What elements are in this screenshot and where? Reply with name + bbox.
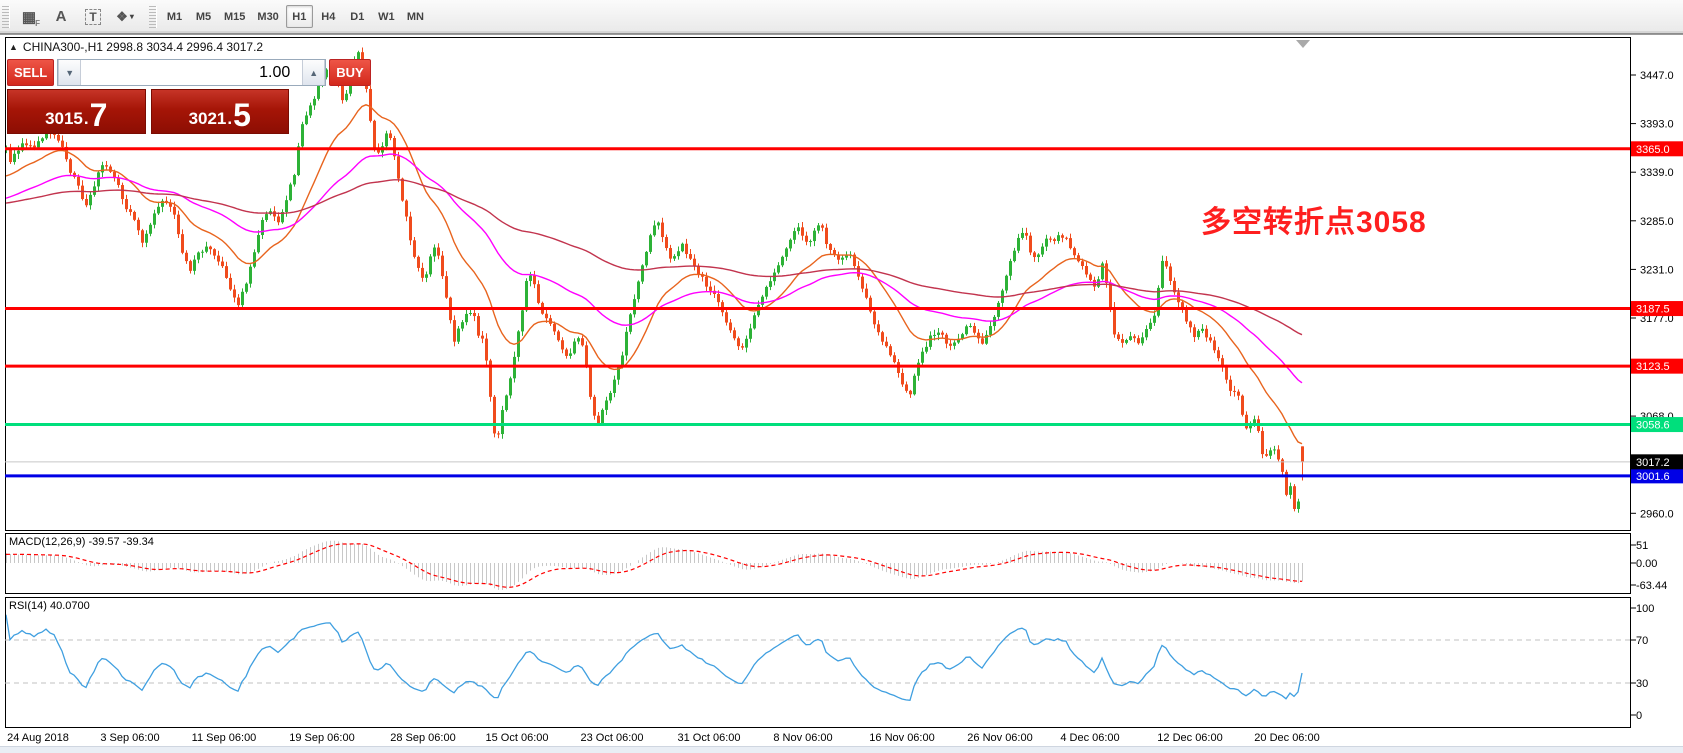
toolbar-grip[interactable] [2,5,10,28]
a-glyph: A [55,8,67,25]
sell-price-main: 3015 [45,109,83,128]
rsi-line [6,614,1303,702]
svg-text:31 Oct 06:00: 31 Oct 06:00 [678,732,741,744]
svg-text:0: 0 [1636,710,1642,722]
grid-sub: F [35,18,40,28]
svg-text:3001.6: 3001.6 [1636,471,1670,483]
objects-glyph: ❖ [116,8,128,24]
svg-text:100: 100 [1636,603,1654,615]
svg-text:28 Sep 06:00: 28 Sep 06:00 [390,732,455,744]
toolbar-grip-2[interactable] [149,5,157,28]
status-strip [0,746,1683,753]
chart-header: ▲ CHINA300-,H1 2998.8 3034.4 2996.4 3017… [9,40,263,54]
time-axis[interactable]: 24 Aug 2018 3 Sep 06:00 11 Sep 06:00 19 Sep… [7,732,1320,744]
text-label-icon[interactable]: A [46,4,76,30]
timeframe-buttons: M1 M5 M15 M30 H1 H4 D1 W1 MN [160,5,430,28]
objects-cursor-icon[interactable]: ❖ ▾ [110,4,140,30]
timeframe-d1[interactable]: D1 [344,5,371,28]
t-glyph: T [85,8,101,25]
buy-price-pips: 5 [233,97,251,133]
svg-text:-63.44: -63.44 [1636,580,1667,592]
svg-text:3123.5: 3123.5 [1636,361,1670,373]
mid-ma [6,153,1303,384]
timeframe-m30[interactable]: M30 [252,5,283,28]
timeframe-w1[interactable]: W1 [373,5,400,28]
svg-text:4 Dec 06:00: 4 Dec 06:00 [1060,732,1119,744]
buy-price-main: 3021 [188,109,227,128]
buy-button[interactable]: BUY [329,59,371,86]
pane-border-2 [5,597,1631,728]
svg-text:51: 51 [1636,540,1648,552]
volume-stepper: ▼ ▲ [57,59,327,86]
indicators-grid-icon[interactable]: ▦ F [14,4,44,30]
svg-text:70: 70 [1636,635,1648,647]
svg-text:3231.0: 3231.0 [1640,264,1674,276]
volume-decrease-button[interactable]: ▼ [58,60,82,85]
svg-text:3187.5: 3187.5 [1636,304,1670,316]
slow-ma [6,179,1303,336]
one-click-trading-widget: SELL ▼ ▲ BUY 3015 . 7 3021 . 5 [7,59,371,134]
svg-text:3365.0: 3365.0 [1636,144,1670,156]
macd-layer [6,540,1303,590]
svg-text:3285.0: 3285.0 [1640,216,1674,228]
macd-signal-line [6,543,1303,588]
sell-price-dot: . [83,109,89,128]
svg-text:24 Aug 2018: 24 Aug 2018 [7,732,69,744]
svg-text:8 Nov 06:00: 8 Nov 06:00 [773,732,832,744]
svg-text:0.00: 0.00 [1636,558,1657,570]
svg-text:19 Sep 06:00: 19 Sep 06:00 [289,732,354,744]
symbol-ohlc-text: CHINA300-,H1 2998.8 3034.4 2996.4 3017.2 [22,40,264,54]
svg-text:23 Oct 06:00: 23 Oct 06:00 [581,732,644,744]
timeframe-m1[interactable]: M1 [161,5,188,28]
buy-price-panel[interactable]: 3021 . 5 [150,89,289,134]
macd-indicator-label: MACD(12,26,9) -39.57 -39.34 [9,536,154,548]
svg-text:30: 30 [1636,678,1648,690]
svg-text:11 Sep 06:00: 11 Sep 06:00 [192,732,257,744]
timeframe-mn[interactable]: MN [402,5,429,28]
svg-text:3 Sep 06:00: 3 Sep 06:00 [100,732,159,744]
sell-price-panel[interactable]: 3015 . 7 [7,89,146,134]
svg-text:20 Dec 06:00: 20 Dec 06:00 [1254,732,1319,744]
svg-text:26 Nov 06:00: 26 Nov 06:00 [967,732,1032,744]
chevron-down-icon: ▾ [129,12,134,21]
toolbar: ▦ F A T ❖ ▾ M1 M5 M15 M30 H1 H4 D1 W1 MN [0,0,1683,34]
timeframe-m15[interactable]: M15 [219,5,250,28]
svg-text:16 Nov 06:00: 16 Nov 06:00 [869,732,934,744]
sell-button[interactable]: SELL [7,59,55,86]
timeframe-m5[interactable]: M5 [190,5,217,28]
text-box-icon[interactable]: T [78,4,108,30]
svg-text:3447.0: 3447.0 [1640,70,1674,82]
svg-text:3393.0: 3393.0 [1640,119,1674,131]
timeframe-h1[interactable]: H1 [285,5,313,28]
rsi-indicator-label: RSI(14) 40.0700 [9,600,90,612]
autoscroll-marker-icon[interactable] [1296,40,1310,48]
svg-text:3017.2: 3017.2 [1636,457,1670,469]
svg-text:3058.6: 3058.6 [1636,420,1670,432]
sell-price-pips: 7 [89,97,108,133]
rsi-layer [6,614,1303,702]
svg-text:3339.0: 3339.0 [1640,167,1674,179]
price-axis[interactable]: 3447.03393.03339.03285.03231.03177.03068… [1630,70,1683,722]
pane-border-1 [5,533,1631,594]
volume-input[interactable] [81,60,303,85]
buy-price-dot: . [227,109,233,128]
timeframe-h4[interactable]: H4 [315,5,342,28]
volume-increase-button[interactable]: ▲ [302,60,326,85]
chart-text-annotation: 多空转折点3058 [1201,206,1427,239]
moving-averages-layer [6,104,1303,445]
grid-glyph: ▦ [21,8,37,26]
svg-text:2960.0: 2960.0 [1640,508,1674,520]
svg-text:12 Dec 06:00: 12 Dec 06:00 [1157,732,1222,744]
svg-text:15 Oct 06:00: 15 Oct 06:00 [486,732,549,744]
expand-triangle-icon[interactable]: ▲ [9,42,18,52]
